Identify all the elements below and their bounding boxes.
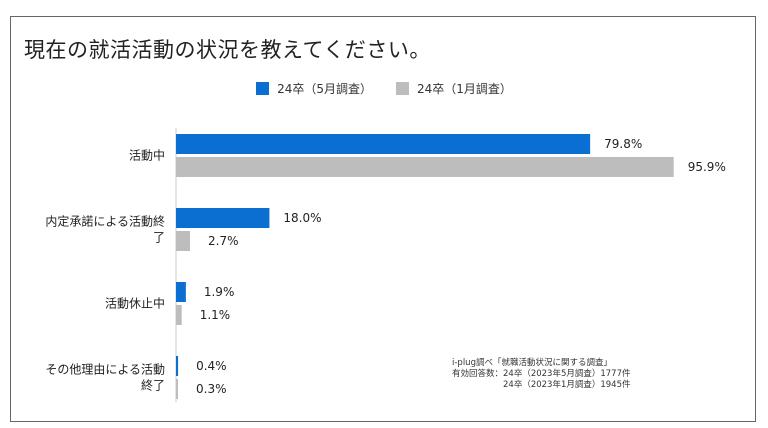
data-label: 1.9% [204, 285, 235, 299]
bar-may [176, 282, 186, 302]
legend-swatch-may [256, 82, 270, 95]
data-label: 0.3% [196, 382, 227, 396]
data-label: 79.8% [604, 137, 642, 151]
data-label: 1.1% [200, 308, 231, 322]
category-label: 活動中 [129, 148, 165, 163]
legend-swatch-jan [396, 82, 409, 95]
legend-label-jan: 24卒（1月調査） [417, 82, 512, 96]
data-label: 95.9% [688, 160, 726, 174]
source-note-line: i-plug調べ「就職活動状況に関する調査」 [452, 358, 612, 368]
bar-jan [176, 157, 674, 177]
source-note: i-plug調べ「就職活動状況に関する調査」 有効回答数：24卒（2023年5月調… [452, 358, 631, 391]
source-note-line: 有効回答数：24卒（2023年5月調査）1777件 [452, 369, 631, 379]
bar-jan [176, 305, 182, 325]
bar-jan [176, 231, 191, 251]
data-label: 0.4% [196, 359, 227, 373]
source-note-line: 24卒（2023年1月調査）1945件 [452, 380, 631, 390]
bar-jan [176, 379, 178, 399]
bar-may [176, 356, 179, 376]
category-label: その他理由による活動終了 [45, 363, 165, 393]
legend-label-may: 24卒（5月調査） [277, 82, 372, 96]
legend-item-jan: 24卒（1月調査） [396, 80, 512, 97]
data-label: 2.7% [208, 234, 239, 248]
bar-may [176, 134, 591, 154]
data-label: 18.0% [283, 211, 321, 225]
category-label: 活動休止中 [105, 296, 165, 311]
legend: 24卒（5月調査） 24卒（1月調査） [0, 80, 768, 97]
chart-title: 現在の就活活動の状況を教えてください。 [24, 38, 431, 62]
bar-may [176, 208, 270, 228]
chart-frame [10, 16, 756, 422]
category-label: 内定承諾による活動終了 [45, 214, 165, 245]
legend-item-may: 24卒（5月調査） [256, 80, 372, 97]
